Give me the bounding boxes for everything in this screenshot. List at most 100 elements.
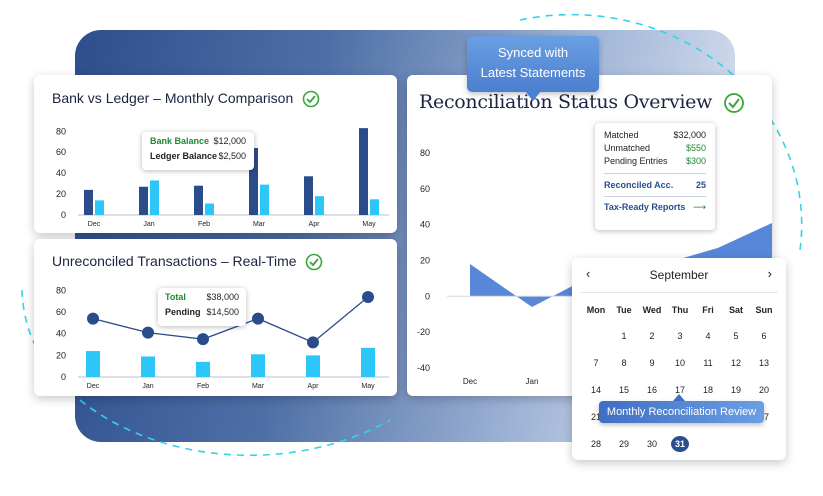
y-tick-label: 60	[56, 307, 66, 317]
x-tick-label: Apr	[309, 221, 321, 228]
bank-balance-label: Bank Balance	[150, 136, 210, 146]
calendar-week: 28 29 30 31	[582, 436, 778, 452]
calendar-day[interactable]: 8	[621, 358, 627, 368]
calendar-day	[722, 436, 750, 452]
trend-line	[92, 296, 369, 344]
monthly-review-banner[interactable]: Monthly Reconciliation Review	[599, 394, 764, 423]
calendar-day[interactable]: 3	[677, 331, 683, 341]
calendar-prev-button[interactable]: ‹	[586, 266, 591, 281]
y-tick-label: 60	[420, 184, 430, 194]
calendar-day[interactable]: 17	[674, 385, 685, 395]
calendar-day[interactable]: 6	[761, 331, 767, 341]
calendar-day[interactable]: 9	[649, 358, 655, 368]
status-overview-title: Reconciliation Status Overview	[419, 91, 745, 114]
calendar-next-button[interactable]: ›	[767, 266, 772, 281]
arrow-right-icon: ⟶	[693, 202, 706, 212]
calendar-day	[694, 436, 722, 452]
calendar-day[interactable]: 2	[649, 331, 655, 341]
bank-ledger-card: Bank vs Ledger – Monthly Comparison 0 20 4…	[34, 75, 397, 233]
x-tick-label: Jan	[526, 377, 539, 386]
x-tick-label: Feb	[197, 383, 209, 390]
bank-ledger-title-text: Bank vs Ledger – Monthly Comparison	[52, 90, 294, 106]
calendar-day[interactable]: 21	[590, 412, 601, 422]
ledger-balance-value: $2,500	[218, 151, 246, 161]
transaction-bar	[196, 361, 210, 377]
calendar-day[interactable]: 13	[758, 358, 769, 368]
tooltip-divider	[604, 196, 706, 197]
bank-balance-bar	[84, 189, 93, 215]
unmatched-label: Unmatched	[604, 143, 651, 153]
calendar-week: 14 15 16 17 18 19 20	[582, 382, 778, 398]
trend-point	[362, 290, 374, 303]
ledger-balance-bar	[150, 180, 159, 215]
trend-point	[87, 312, 99, 325]
calendar-day[interactable]: 5	[733, 331, 739, 341]
calendar-week: 7 8 9 10 11 12 13	[582, 355, 778, 371]
transaction-bar	[361, 347, 375, 377]
calendar-day[interactable]: 20	[758, 385, 769, 395]
calendar-day[interactable]: 18	[702, 385, 713, 395]
trend-point	[142, 326, 154, 339]
ledger-balance-bar	[315, 196, 324, 215]
calendar-day[interactable]: 28	[590, 439, 601, 449]
check-circle-icon	[302, 90, 320, 108]
tooltip-divider	[604, 173, 706, 174]
pending-value: $14,500	[206, 307, 239, 317]
bank-balance-bar	[194, 185, 203, 215]
x-tick-label: Mar	[253, 221, 266, 228]
calendar-day	[582, 328, 610, 344]
calendar-day[interactable]: 14	[590, 385, 601, 395]
calendar-day-selected[interactable]: 31	[671, 436, 689, 452]
calendar-day[interactable]: 16	[646, 385, 657, 395]
calendar-day[interactable]: 15	[618, 385, 629, 395]
calendar-day[interactable]: 11	[703, 358, 713, 368]
calendar-day[interactable]: 1	[621, 331, 627, 341]
calendar-day[interactable]: 7	[593, 358, 599, 368]
tax-ready-reports-link[interactable]: Tax-Ready Reports ⟶	[604, 202, 706, 213]
y-tick-label: 20	[56, 189, 66, 199]
calendar-week: 1 2 3 4 5 6	[582, 328, 778, 344]
calendar-day[interactable]: 12	[730, 358, 741, 368]
pending-entries-value: $300	[685, 156, 706, 166]
y-tick-label: 40	[420, 220, 430, 230]
transaction-bar	[251, 354, 265, 377]
check-circle-icon	[723, 93, 744, 113]
calendar-day[interactable]: 29	[618, 439, 629, 449]
y-tick-label: 20	[420, 255, 430, 265]
x-tick-label: Dec	[87, 383, 100, 390]
pending-entries-label: Pending Entries	[604, 156, 668, 166]
y-tick-label: 20	[56, 350, 66, 360]
bank-ledger-chart: 0 20 40 60 80 Dec Jan Feb Mar Apr May	[56, 126, 389, 228]
unmatched-value: $550	[685, 143, 706, 153]
unreconciled-title: Unreconciled Transactions – Real-Time	[52, 253, 323, 271]
bank-balance-bar	[249, 148, 258, 215]
synced-line-1: Synced with	[497, 45, 569, 60]
weekday-header: Mon Tue Wed Thu Fri Sat Sun	[582, 305, 778, 315]
weekday-label: Mon	[586, 305, 606, 315]
calendar-day[interactable]: 10	[674, 358, 685, 368]
calendar-day[interactable]: 19	[730, 385, 741, 395]
bank-balance-value: $12,000	[213, 136, 246, 146]
reports-label: Tax-Ready Reports	[604, 202, 686, 212]
calendar-day[interactable]: 4	[705, 331, 711, 341]
y-tick-label: 0	[61, 210, 66, 220]
calendar-month: September	[649, 268, 709, 282]
y-tick-label: 60	[56, 147, 66, 157]
weekday-label: Sat	[728, 305, 743, 315]
calendar-divider	[580, 292, 778, 293]
pending-label: Pending	[165, 307, 201, 317]
synced-badge: Synced with Latest Statements	[467, 36, 599, 101]
unreconciled-chart: 0 20 40 60 80 Dec Jan Feb Mar Apr May	[56, 285, 389, 390]
ledger-balance-bar	[260, 184, 269, 215]
matched-label: Matched	[604, 130, 639, 140]
bank-balance-bar	[304, 176, 313, 215]
y-tick-label: 40	[56, 168, 66, 178]
calendar-day[interactable]: 30	[646, 439, 657, 449]
calendar-widget: ‹ September › Mon Tue Wed Thu Fri Sat Sun 1 2 3 4 5…	[572, 258, 786, 460]
transaction-bar	[141, 356, 155, 377]
x-tick-label: May	[361, 383, 375, 390]
check-circle-icon	[306, 253, 323, 271]
reconciled-label: Reconciled Acc.	[604, 180, 674, 190]
reconciled-value: 25	[695, 180, 706, 190]
x-tick-label: Jan	[142, 383, 153, 390]
